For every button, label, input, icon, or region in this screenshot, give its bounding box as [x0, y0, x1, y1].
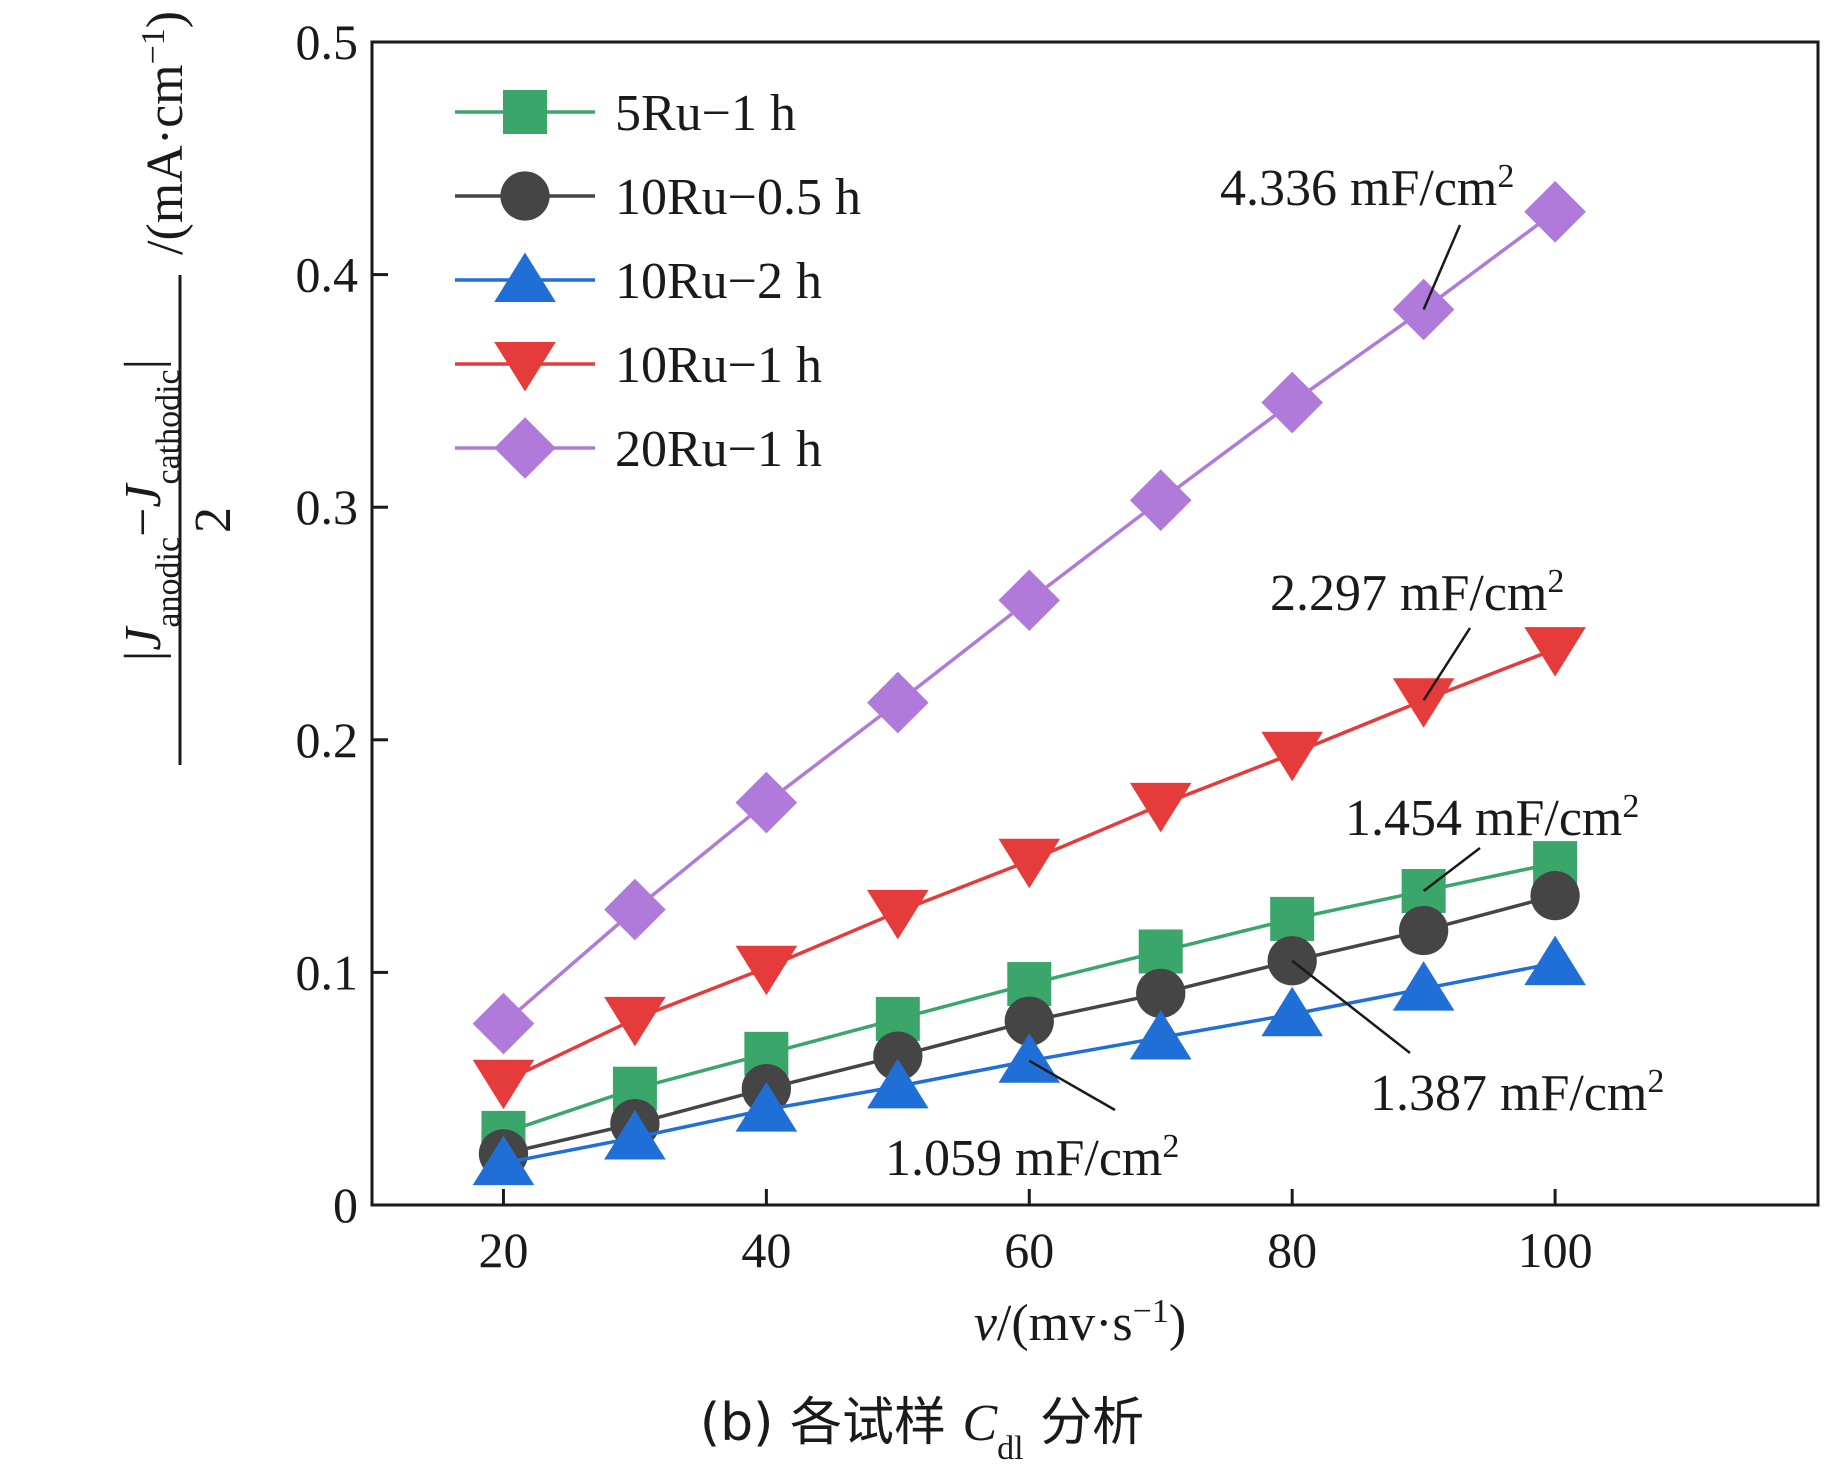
- annotation-label: 2.297 mF/cm2: [1270, 563, 1564, 623]
- y-tick-label: 0.4: [296, 247, 359, 303]
- y-tick-label: 0.2: [296, 712, 359, 768]
- legend-marker: [494, 417, 556, 479]
- svg-text:|Janodic−Jcathodic|: |Janodic−Jcathodic|: [115, 359, 187, 661]
- figure-caption: (b) 各试样 Cdl 分析: [700, 1393, 1144, 1467]
- data-point: [472, 992, 535, 1055]
- data-point: [998, 838, 1061, 889]
- data-point: [1392, 678, 1455, 728]
- data-point: [867, 889, 929, 940]
- x-tick-label: 100: [1518, 1222, 1593, 1278]
- data-point: [1261, 731, 1323, 782]
- axis-ticks: 20 40 60 80 100 0 0.1 0.2 0.3 0.4 0.5: [296, 14, 1593, 1278]
- y-tick-label: 0.3: [296, 479, 359, 535]
- data-point: [1138, 929, 1183, 974]
- data-point: [1524, 935, 1586, 986]
- annotation-leader: [1028, 1059, 1116, 1112]
- annotations: 4.336 mF/cm2 2.297 mF/cm2 1.454 mF/cm2 1.38…: [885, 158, 1664, 1188]
- data-point: [1398, 905, 1449, 956]
- legend-label: 10Ru−1 h: [615, 337, 822, 394]
- data-point: [1129, 782, 1192, 833]
- data-point: [604, 996, 666, 1047]
- y-axis-title: |Janodic−Jcathodic| 2 /(mA·cm−1): [115, 11, 242, 765]
- annotation-leader: [1422, 847, 1481, 892]
- data-point: [604, 1110, 666, 1160]
- x-tick-label: 80: [1267, 1222, 1317, 1278]
- y-tick-label: 0.1: [296, 944, 359, 1000]
- series-10ru-1-h: [472, 627, 1586, 1110]
- data-point: [867, 1058, 929, 1109]
- data-point: [1129, 1010, 1192, 1060]
- data-point: [1261, 986, 1323, 1037]
- legend-item: 10Ru−2 h: [455, 252, 822, 310]
- annotation-label: 4.336 mF/cm2: [1220, 158, 1514, 218]
- data-point: [1270, 896, 1315, 941]
- data-point: [735, 771, 798, 834]
- annotation-label: 1.059 mF/cm2: [885, 1128, 1179, 1188]
- data-point: [604, 878, 666, 941]
- legend-label: 5Ru−1 h: [615, 85, 796, 142]
- data-point: [1004, 996, 1054, 1046]
- data-point: [1392, 961, 1455, 1011]
- data-point: [1129, 469, 1192, 532]
- legend-label: 10Ru−0.5 h: [615, 169, 861, 226]
- y-title-bar-left: |: [115, 651, 172, 661]
- legend-item: 20Ru−1 h: [455, 417, 822, 479]
- y-tick-label: 0.5: [296, 14, 359, 70]
- data-point: [873, 1031, 923, 1081]
- y-tick-label: 0: [333, 1177, 358, 1233]
- annotation-leader: [1422, 224, 1462, 310]
- y-title-denominator: 2: [185, 507, 242, 533]
- legend-item: 10Ru−1 h: [455, 337, 822, 394]
- legend: 5Ru−1 h 10Ru−0.5 h 10Ru−2 h 10Ru−1 h 20Ru−1 …: [455, 85, 861, 479]
- annotation-label: 1.454 mF/cm2: [1345, 788, 1639, 848]
- legend-marker: [500, 171, 550, 221]
- annotation-leader: [1291, 959, 1411, 1054]
- legend-marker: [494, 342, 556, 392]
- annotation-label: 1.387 mF/cm2: [1370, 1063, 1664, 1123]
- legend-label: 10Ru−2 h: [615, 253, 822, 310]
- legend-item: 10Ru−0.5 h: [455, 169, 861, 226]
- data-point: [472, 1135, 535, 1186]
- legend-label: 20Ru−1 h: [615, 421, 822, 478]
- legend-marker: [494, 252, 556, 302]
- data-point: [1530, 871, 1580, 921]
- data-point: [998, 569, 1061, 632]
- series-20ru-1-h: [472, 180, 1586, 1055]
- y-title-unit: /(mA·cm−1): [135, 11, 195, 255]
- data-point: [472, 1059, 535, 1110]
- data-point: [1136, 968, 1186, 1018]
- data-point: [867, 671, 929, 734]
- data-point: [1524, 180, 1586, 243]
- legend-item: 5Ru−1 h: [455, 85, 796, 142]
- data-point: [735, 1082, 798, 1132]
- plot-area: [370, 40, 1820, 1207]
- annotation-leader: [1422, 627, 1472, 701]
- x-axis-title: v/(mv·s−1): [974, 1293, 1186, 1353]
- legend-marker: [503, 90, 547, 134]
- data-point: [1524, 627, 1586, 677]
- series-10ru-2-h: [472, 935, 1586, 1186]
- data-point: [735, 945, 798, 996]
- data-point: [1261, 371, 1323, 434]
- plot-frame: [370, 40, 1820, 1207]
- series-layer: [472, 180, 1586, 1186]
- x-tick-label: 60: [1004, 1222, 1054, 1278]
- x-tick-label: 40: [741, 1222, 791, 1278]
- x-tick-label: 20: [478, 1222, 528, 1278]
